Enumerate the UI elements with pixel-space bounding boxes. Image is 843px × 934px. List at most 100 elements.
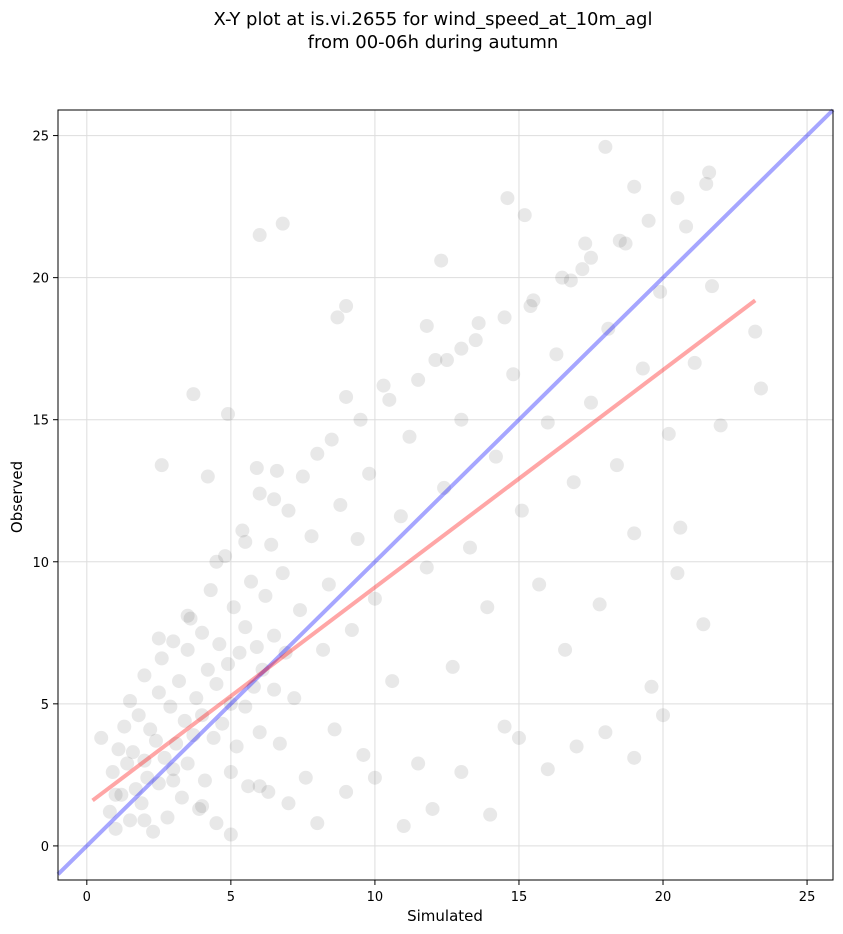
data-point-144 [454, 765, 469, 780]
y-tick-label-25: 25 [32, 130, 49, 145]
data-point-118 [618, 236, 633, 251]
data-point-173 [275, 216, 290, 231]
data-point-112 [566, 475, 581, 490]
data-point-8 [123, 813, 138, 828]
data-point-23 [157, 750, 172, 765]
data-point-10 [125, 745, 140, 760]
data-point-84 [339, 389, 354, 404]
data-point-57 [238, 620, 253, 635]
data-point-75 [287, 691, 302, 706]
data-point-161 [411, 372, 426, 387]
data-point-24 [160, 810, 175, 825]
data-point-65 [258, 588, 273, 603]
data-point-73 [278, 645, 293, 660]
data-point-52 [226, 600, 241, 615]
data-point-127 [696, 617, 711, 632]
data-point-150 [627, 750, 642, 765]
data-point-139 [310, 816, 325, 831]
data-point-21 [151, 776, 166, 791]
data-point-1 [102, 804, 117, 819]
data-point-115 [592, 597, 607, 612]
data-point-4 [111, 742, 126, 757]
regression-fit-line [91, 298, 757, 803]
data-point-34 [183, 611, 198, 626]
data-point-76 [293, 603, 308, 618]
data-point-132 [108, 787, 123, 802]
data-point-67 [264, 537, 279, 552]
data-point-41 [200, 662, 215, 677]
data-point-99 [454, 412, 469, 427]
data-point-151 [656, 708, 671, 723]
data-point-169 [641, 213, 656, 228]
data-point-82 [327, 722, 342, 737]
chart-title-line-2: from 00-06h during autumn [308, 32, 559, 53]
data-point-26 [166, 762, 181, 777]
data-point-140 [339, 784, 354, 799]
data-point-35 [186, 728, 201, 743]
data-point-174 [186, 387, 201, 402]
data-point-15 [137, 668, 152, 683]
data-point-167 [583, 250, 598, 265]
data-point-90 [376, 378, 391, 393]
data-point-143 [425, 801, 440, 816]
x-tick-label-15: 15 [511, 890, 528, 905]
chart-title-line-1: X-Y plot at is.vi.2655 for wind_speed_at… [214, 9, 653, 30]
data-point-36 [189, 691, 204, 706]
data-point-62 [252, 486, 267, 501]
data-point-191 [673, 520, 688, 535]
data-point-33 [180, 756, 195, 771]
data-point-70 [269, 463, 284, 478]
data-point-60 [246, 679, 261, 694]
x-tick-label-0: 0 [83, 890, 91, 905]
data-point-190 [627, 179, 642, 194]
data-point-107 [523, 299, 538, 314]
data-point-154 [209, 554, 224, 569]
data-point-42 [203, 583, 218, 598]
data-point-113 [575, 262, 590, 277]
data-point-136 [223, 827, 238, 842]
data-point-186 [454, 341, 469, 356]
x-tick-label-5: 5 [227, 890, 235, 905]
data-point-177 [598, 139, 613, 154]
data-point-138 [281, 796, 296, 811]
data-point-32 [180, 642, 195, 657]
data-point-160 [382, 392, 397, 407]
data-point-106 [514, 503, 529, 518]
data-point-184 [249, 461, 264, 476]
data-point-44 [209, 676, 224, 691]
data-point-101 [471, 316, 486, 331]
identity-line [56, 108, 835, 876]
x-tick-label-10: 10 [367, 890, 384, 905]
data-point-54 [232, 645, 247, 660]
data-point-80 [316, 642, 331, 657]
data-point-11 [128, 782, 143, 797]
data-point-100 [462, 540, 477, 555]
data-point-58 [241, 779, 256, 794]
data-point-47 [215, 716, 230, 731]
data-point-50 [223, 765, 238, 780]
data-point-92 [393, 509, 408, 524]
data-point-39 [195, 708, 210, 723]
data-point-87 [356, 747, 371, 762]
plot-frame [57, 109, 834, 881]
data-point-104 [497, 719, 512, 734]
y-tick-label-0: 0 [41, 840, 49, 855]
data-point-12 [131, 708, 146, 723]
data-point-110 [549, 347, 564, 362]
data-point-79 [310, 446, 325, 461]
y-tick-label-10: 10 [32, 556, 49, 571]
data-point-66 [261, 784, 276, 799]
data-point-183 [330, 310, 345, 325]
data-point-126 [687, 355, 702, 370]
data-point-5 [114, 787, 129, 802]
data-point-166 [555, 270, 570, 285]
data-point-49 [220, 657, 235, 672]
data-point-25 [163, 699, 178, 714]
data-point-9 [123, 693, 138, 708]
data-point-155 [238, 534, 253, 549]
data-point-124 [670, 566, 685, 581]
data-point-38 [195, 625, 210, 640]
x-tick-label-20: 20 [655, 890, 672, 905]
